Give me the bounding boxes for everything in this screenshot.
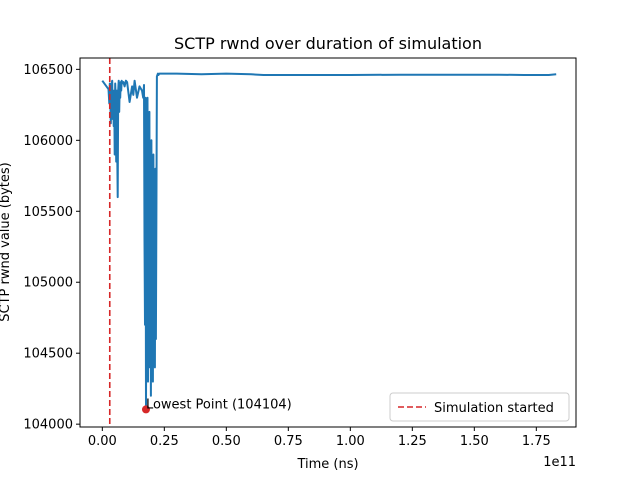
y-axis: 104000 104500 105000 105500 106000 106500 [23,63,80,433]
chart-title: SCTP rwnd over duration of simulation [174,34,482,53]
lowest-point-annotation: Lowest Point (104104) [146,397,292,412]
x-tick-label: 0.25 [150,434,179,449]
x-axis-offset-label: 1e11 [543,455,576,470]
x-tick-label: 0.50 [212,434,241,449]
y-tick-label: 106000 [23,134,73,149]
plot-area: Lowest Point (104104) [79,57,577,428]
y-tick-label: 104500 [23,347,73,362]
plot-border [79,57,577,428]
y-tick-label: 105500 [23,205,73,220]
y-tick-label: 105000 [23,276,73,291]
x-tick-label: 1.75 [522,434,551,449]
y-axis-label: SCTP rwnd value (bytes) [0,162,13,321]
plot-frame [80,58,576,427]
x-tick-label: 0.00 [88,434,117,449]
x-tick-label: 1.00 [336,434,365,449]
legend-label-simulation-started: Simulation started [434,401,554,416]
lowest-point-marker [141,405,150,414]
y-tick-label: 106500 [23,63,73,78]
x-tick-label: 1.25 [398,434,427,449]
legend-box [389,392,570,422]
legend: Simulation started [389,392,570,422]
series-line-0 [101,72,557,411]
chart-marks: Lowest Point (104104) [101,58,557,427]
x-axis: 0.00 0.25 0.50 0.75 1.00 1.25 1.50 1.75 [88,427,551,449]
x-tick-label: 0.75 [274,434,303,449]
y-tick-label: 104000 [23,418,73,433]
x-tick-label: 1.50 [460,434,489,449]
x-axis-label: Time (ns) [296,457,358,472]
